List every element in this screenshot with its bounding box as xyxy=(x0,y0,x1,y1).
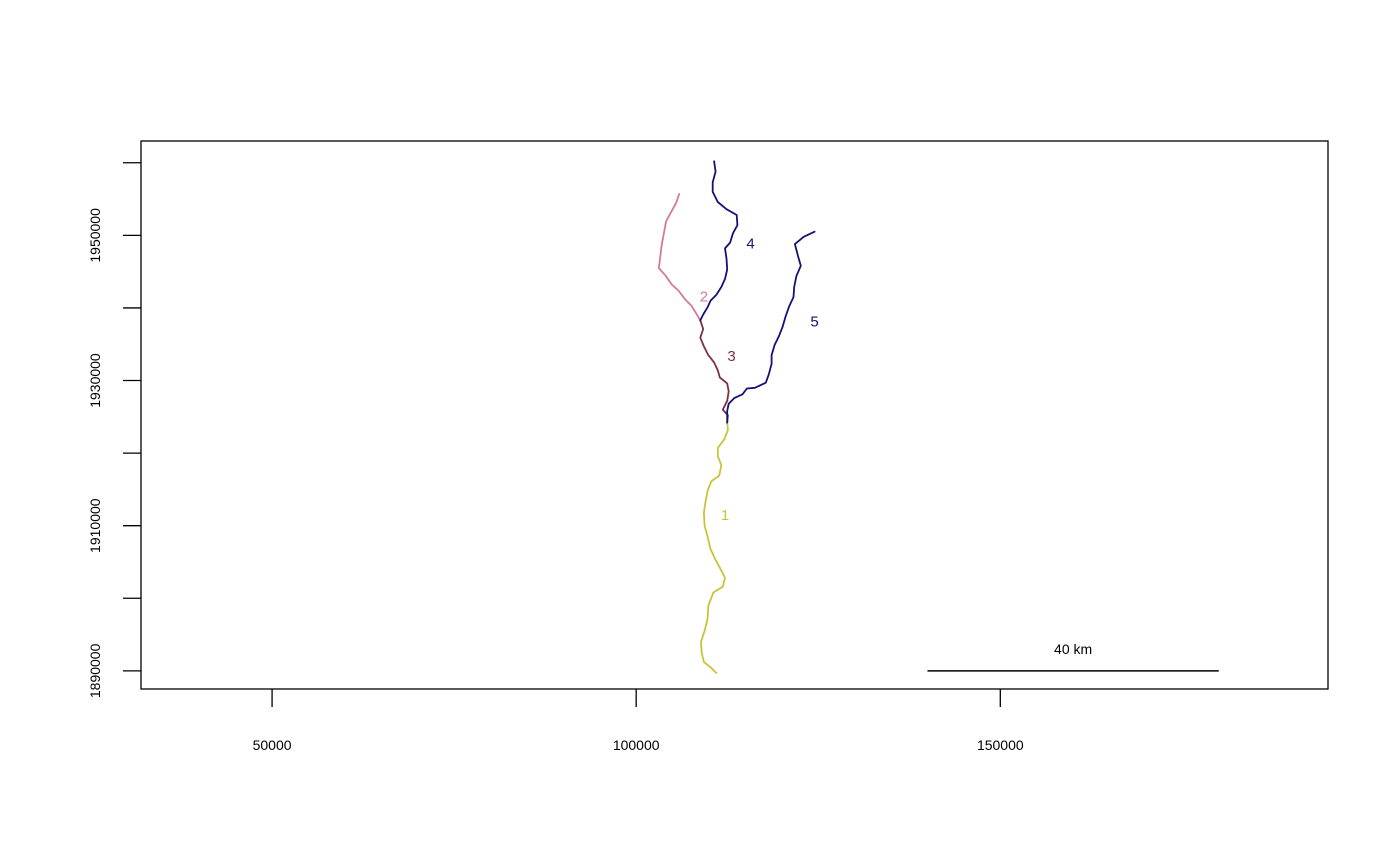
y-tick-label: 1910000 xyxy=(87,498,103,553)
river-segment-4 xyxy=(699,160,739,322)
segment-label-1: 1 xyxy=(721,507,729,524)
river-segment-1 xyxy=(700,421,729,674)
y-tick-label: 1950000 xyxy=(87,208,103,263)
segment-labels: 1 2 3 4 5 xyxy=(700,235,819,523)
y-axis: 1890000 1910000 1930000 1950000 xyxy=(87,162,141,698)
plot-frame xyxy=(140,140,1329,690)
x-axis: 50000 100000 150000 xyxy=(253,689,1024,753)
segment-label-5: 5 xyxy=(810,314,818,331)
river-segment-2 xyxy=(657,193,702,322)
y-tick-label: 1930000 xyxy=(87,353,103,408)
x-tick-label: 100000 xyxy=(613,737,660,753)
scale-bar: 40 km xyxy=(927,641,1219,672)
segment-label-3: 3 xyxy=(727,348,735,365)
x-tick-label: 150000 xyxy=(977,737,1024,753)
x-tick-label: 50000 xyxy=(253,737,292,753)
river-segment-5 xyxy=(726,230,816,424)
scale-bar-label: 40 km xyxy=(1054,641,1092,657)
river-segments xyxy=(657,160,816,674)
segment-label-4: 4 xyxy=(746,235,754,252)
y-tick-label: 1890000 xyxy=(87,643,103,698)
segment-label-2: 2 xyxy=(700,288,708,305)
river-segment-3 xyxy=(699,319,730,424)
